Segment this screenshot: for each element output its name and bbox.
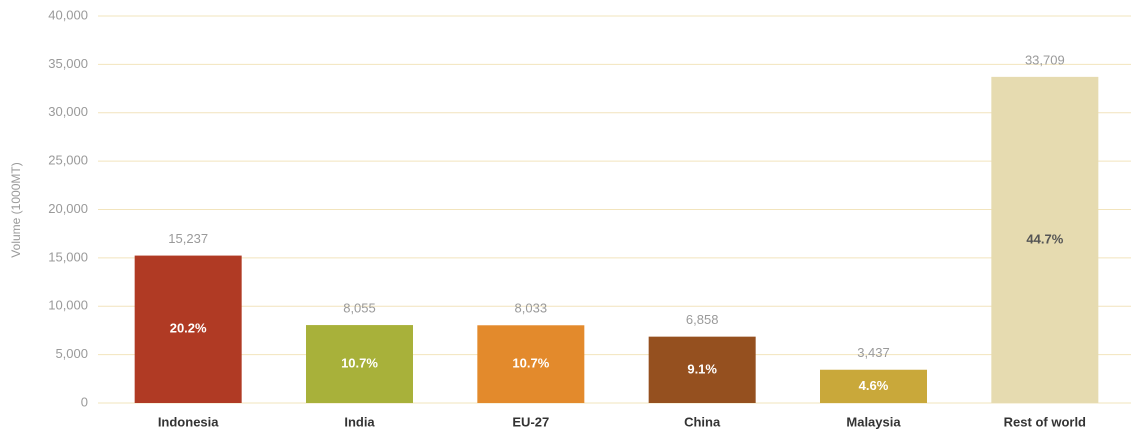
y-tick-label: 35,000 bbox=[48, 56, 88, 71]
share-label: 10.7% bbox=[512, 356, 549, 371]
value-label: 8,033 bbox=[515, 301, 548, 316]
share-label: 10.7% bbox=[341, 355, 378, 370]
y-tick-label: 40,000 bbox=[48, 7, 88, 22]
share-label: 20.2% bbox=[170, 321, 207, 336]
share-label: 44.7% bbox=[1026, 231, 1063, 246]
x-tick-label: India bbox=[344, 414, 375, 429]
value-label: 3,437 bbox=[857, 345, 890, 360]
x-tick-label: China bbox=[684, 414, 721, 429]
value-label: 15,237 bbox=[168, 231, 208, 246]
y-tick-label: 25,000 bbox=[48, 153, 88, 168]
bar bbox=[991, 76, 1099, 404]
bar bbox=[134, 255, 242, 403]
x-tick-label: EU-27 bbox=[512, 414, 549, 429]
y-axis-label: Volume (1000MT) bbox=[9, 162, 23, 257]
y-tick-label: 0 bbox=[81, 394, 88, 409]
y-tick-label: 20,000 bbox=[48, 201, 88, 216]
share-label: 4.6% bbox=[859, 378, 889, 393]
x-tick-label: Rest of world bbox=[1004, 414, 1086, 429]
bar bbox=[648, 336, 756, 403]
y-tick-label: 15,000 bbox=[48, 249, 88, 264]
value-label: 8,055 bbox=[343, 301, 376, 316]
bar bbox=[477, 325, 585, 403]
y-tick-label: 5,000 bbox=[55, 346, 88, 361]
bar bbox=[820, 369, 927, 403]
value-label: 6,858 bbox=[686, 312, 719, 327]
x-tick-label: Malaysia bbox=[846, 414, 901, 429]
y-tick-label: 30,000 bbox=[48, 104, 88, 119]
bar bbox=[306, 325, 413, 403]
share-label: 9.1% bbox=[687, 361, 717, 376]
x-tick-label: Indonesia bbox=[158, 414, 219, 429]
y-tick-label: 10,000 bbox=[48, 298, 88, 313]
value-label: 33,709 bbox=[1025, 52, 1065, 67]
